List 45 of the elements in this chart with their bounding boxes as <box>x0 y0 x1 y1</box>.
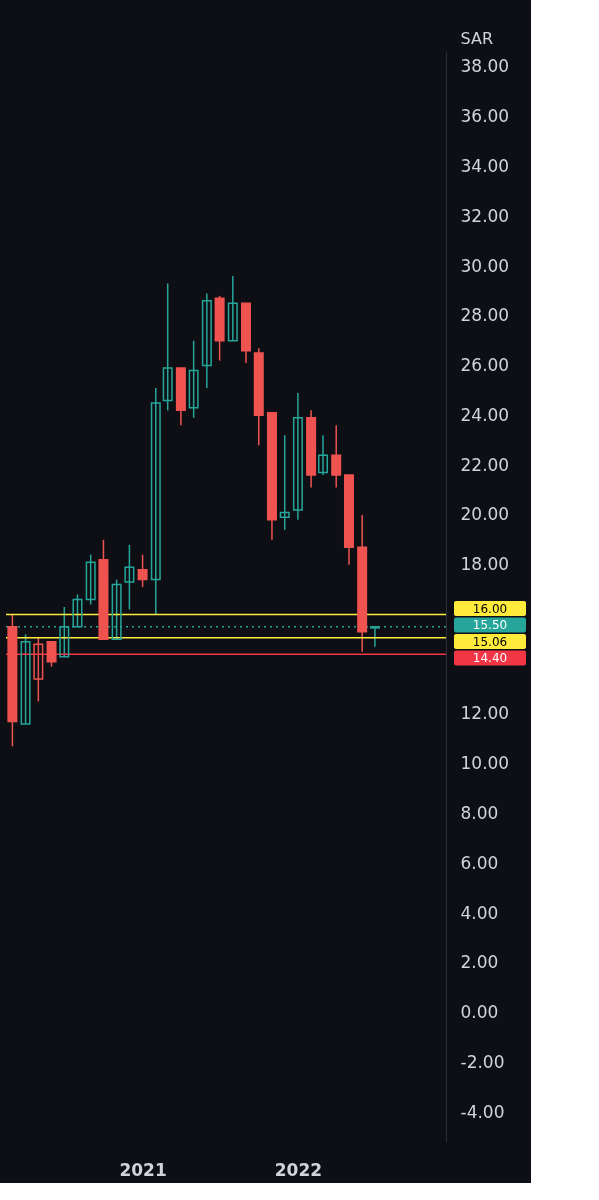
candlestick <box>227 275 238 342</box>
y-tick-label: 20.00 <box>460 504 510 525</box>
y-tick-label: 6.00 <box>460 852 499 873</box>
candlestick <box>137 553 148 588</box>
y-tick-label: 4.00 <box>460 902 499 923</box>
candlestick <box>72 593 83 628</box>
candlestick <box>33 636 44 703</box>
y-tick-label: 30.00 <box>460 255 510 276</box>
candlestick <box>162 282 173 412</box>
candlestick <box>318 434 329 476</box>
y-tick-label: 24.00 <box>460 404 510 425</box>
y-tick-label: 32.00 <box>460 205 510 226</box>
y-tick-label: 12.00 <box>460 703 510 724</box>
candlestick <box>369 626 380 648</box>
y-tick-label: 26.00 <box>460 355 510 376</box>
y-axis-title: SAR <box>460 28 494 48</box>
candlestick <box>150 387 161 616</box>
y-tick-label: 10.00 <box>460 753 510 774</box>
x-tick-label: 2022 <box>274 1159 323 1180</box>
candlestick <box>292 392 303 521</box>
candlestick <box>46 641 57 668</box>
candlestick <box>188 339 199 419</box>
ref-line-label: 15.50 <box>472 618 508 633</box>
candlestick <box>59 606 70 658</box>
y-tick-label: 34.00 <box>460 155 510 176</box>
y-tick-label: 22.00 <box>460 454 510 475</box>
y-tick-label: 38.00 <box>460 56 510 77</box>
candlestick <box>124 543 135 611</box>
candlestick <box>331 424 342 489</box>
candlestick <box>20 633 31 725</box>
y-tick-label: 8.00 <box>460 803 499 824</box>
y-tick-label: 18.00 <box>460 554 510 575</box>
ref-line-label: 15.06 <box>472 634 508 649</box>
ref-line-label: 14.40 <box>472 651 508 666</box>
ref-line-label: 16.00 <box>472 601 508 616</box>
y-tick-label: -2.00 <box>460 1051 505 1072</box>
y-tick-label: 28.00 <box>460 305 510 326</box>
candlestick <box>85 553 96 606</box>
candlestick <box>279 434 290 531</box>
y-tick-label: 0.00 <box>460 1002 499 1023</box>
y-tick-label: 36.00 <box>460 106 510 127</box>
y-tick-label: 2.00 <box>460 952 499 973</box>
y-tick-label: -4.00 <box>460 1101 505 1122</box>
x-tick-label: 2021 <box>119 1159 167 1180</box>
candlestick <box>201 292 212 389</box>
